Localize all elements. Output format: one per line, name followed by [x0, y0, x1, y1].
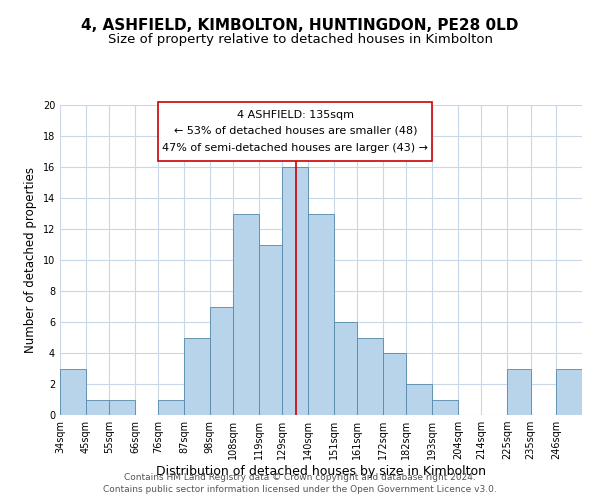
Bar: [383, 353, 406, 415]
Text: 4, ASHFIELD, KIMBOLTON, HUNTINGDON, PE28 0LD: 4, ASHFIELD, KIMBOLTON, HUNTINGDON, PE28…: [82, 18, 518, 32]
Bar: [556, 368, 582, 415]
Bar: [233, 214, 259, 415]
Bar: [406, 384, 432, 415]
Text: 47% of semi-detached houses are larger (43) →: 47% of semi-detached houses are larger (…: [162, 144, 428, 154]
Bar: [210, 306, 233, 415]
Text: Size of property relative to detached houses in Kimbolton: Size of property relative to detached ho…: [107, 32, 493, 46]
Bar: [507, 368, 530, 415]
Text: ← 53% of detached houses are smaller (48): ← 53% of detached houses are smaller (48…: [173, 126, 417, 136]
Bar: [259, 244, 283, 415]
Text: 4 ASHFIELD: 135sqm: 4 ASHFIELD: 135sqm: [237, 110, 354, 120]
Text: Contains public sector information licensed under the Open Government Licence v3: Contains public sector information licen…: [103, 484, 497, 494]
FancyBboxPatch shape: [158, 102, 432, 161]
Bar: [357, 338, 383, 415]
Y-axis label: Number of detached properties: Number of detached properties: [24, 167, 37, 353]
Text: Contains HM Land Registry data © Crown copyright and database right 2024.: Contains HM Land Registry data © Crown c…: [124, 473, 476, 482]
Bar: [184, 338, 210, 415]
Bar: [432, 400, 458, 415]
Bar: [60, 368, 86, 415]
Bar: [283, 167, 308, 415]
Bar: [308, 214, 334, 415]
Bar: [109, 400, 135, 415]
Bar: [158, 400, 184, 415]
Bar: [86, 400, 109, 415]
Bar: [334, 322, 357, 415]
X-axis label: Distribution of detached houses by size in Kimbolton: Distribution of detached houses by size …: [156, 465, 486, 478]
